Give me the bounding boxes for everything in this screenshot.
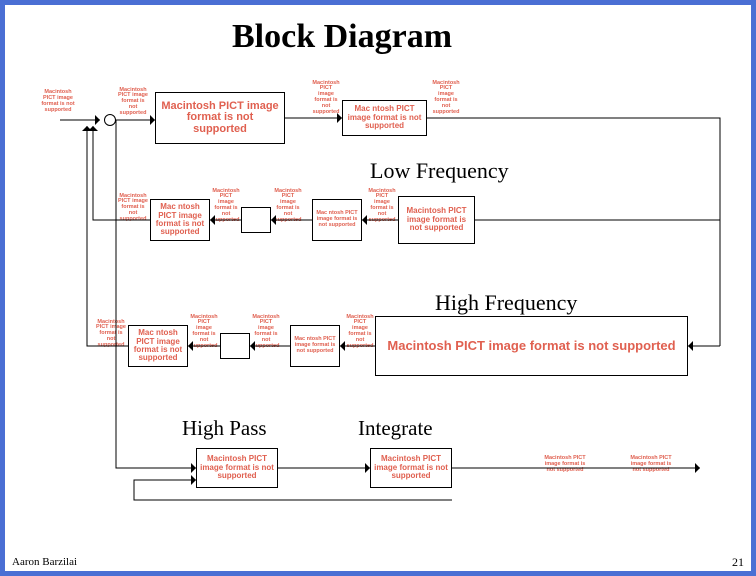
pict-r3_t4: Macintosh PICT image format is not suppo…: [348, 320, 372, 344]
footer-author: Aaron Barzilai: [12, 556, 77, 568]
pict-r3_t3: Macintosh PICT image format is not suppo…: [254, 320, 278, 344]
pict-r1_t2: Macintosh PICT image format is not suppo…: [118, 88, 148, 116]
pict-r4_t2: Macintosh PICT image format is not suppo…: [626, 450, 676, 480]
block-r2b2: [241, 207, 271, 233]
slide-frame: [0, 0, 756, 576]
label-high-pass: High Pass: [182, 416, 267, 441]
pict-r1_t1: Macintosh PICT image format is not suppo…: [38, 88, 78, 116]
pict-r3_t2: Macintosh PICT image format is not suppo…: [192, 320, 216, 344]
pict-r2_b4: Macintosh PICT image format is not suppo…: [402, 200, 471, 240]
pict-r2_b3: Mac ntosh PICT image format is not suppo…: [314, 203, 360, 237]
pict-r2_t4: Macintosh PICT image format is not suppo…: [370, 194, 394, 218]
pict-r3_t1: Macintosh PICT image format is not suppo…: [96, 320, 126, 348]
pict-r3_b3: Mac ntosh PICT image format is not suppo…: [292, 329, 338, 363]
label-high-frequency: High Frequency: [435, 290, 577, 316]
pict-r3_b4: Macintosh PICT image format is not suppo…: [380, 322, 683, 370]
pict-r1_t3: Macintosh PICT image format is not suppo…: [314, 88, 338, 108]
footer-page: 21: [732, 555, 744, 570]
summing-node: [104, 114, 116, 126]
pict-r2_t2: Macintosh PICT image format is not suppo…: [214, 194, 238, 218]
label-integrate: Integrate: [358, 416, 433, 441]
pict-r2_t3: Macintosh PICT image format is not suppo…: [276, 194, 300, 218]
pict-r4_t1: Macintosh PICT image format is not suppo…: [540, 450, 590, 480]
pict-r4_b2: Macintosh PICT image format is not suppo…: [374, 452, 448, 484]
pict-r4_b1: Macintosh PICT image format is not suppo…: [200, 452, 274, 484]
label-low-frequency: Low Frequency: [370, 158, 509, 184]
slide-title: Block Diagram: [232, 18, 452, 56]
pict-r1_t4: Macintosh PICT image format is not suppo…: [434, 88, 458, 108]
pict-r1_b1: Macintosh PICT image format is not suppo…: [160, 97, 280, 139]
pict-r2_t1: Macintosh PICT image format is not suppo…: [118, 194, 148, 222]
pict-r1_b2: Mac ntosh PICT image format is not suppo…: [346, 104, 423, 132]
pict-r3_b1: Mac ntosh PICT image format is not suppo…: [130, 329, 186, 363]
pict-r2_b1: Mac ntosh PICT image format is not suppo…: [152, 203, 208, 237]
block-r3b2: [220, 333, 250, 359]
